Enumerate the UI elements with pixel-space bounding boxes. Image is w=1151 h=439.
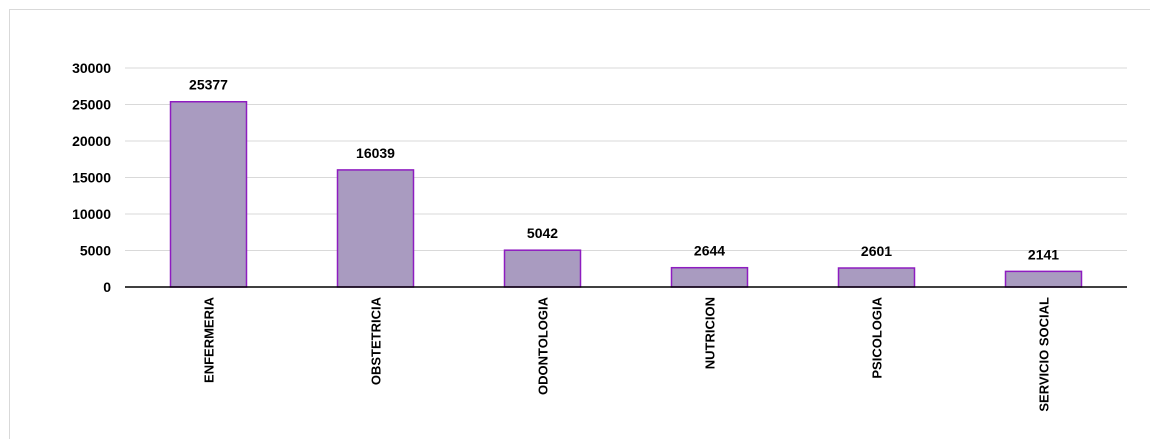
bar-obstetricia [336, 169, 415, 288]
bar-nutricion [670, 266, 749, 288]
y-tick-label: 5000 [80, 243, 111, 259]
y-tick-label: 0 [103, 279, 111, 295]
bar-odontologia [503, 249, 582, 288]
y-tick-label: 15000 [72, 170, 111, 186]
chart-frame [9, 9, 1150, 439]
x-tick-label: ODONTOLOGIA [536, 296, 551, 395]
data-label: 25377 [189, 77, 228, 93]
data-label: 2141 [1028, 246, 1059, 262]
y-tick-label: 30000 [72, 60, 111, 76]
bar-enfermeria [169, 100, 248, 288]
x-tick-label: ENFERMERIA [202, 296, 217, 383]
y-tick-label: 20000 [72, 133, 111, 149]
data-label: 2601 [861, 243, 892, 259]
x-tick-label: PSICOLOGIA [870, 296, 885, 378]
bar-psicologia [837, 267, 916, 288]
bar-chart: 0 5000 10000 15000 20000 25000 30000 25377 1603… [72, 60, 1127, 412]
bar-servicio-social [1004, 270, 1083, 288]
x-axis: ENFERMERIA OBSTETRICIA ODONTOLOGIA NUTRICIO… [125, 286, 1127, 412]
data-labels: 25377 16039 5042 2644 2601 2141 [189, 77, 1059, 263]
bars [169, 100, 1083, 288]
x-tick-label: SERVICIO SOCIAL [1037, 297, 1052, 412]
data-label: 16039 [356, 145, 395, 161]
y-tick-label: 25000 [72, 97, 111, 113]
data-label: 2644 [694, 243, 725, 259]
x-tick-label: OBSTETRICIA [369, 296, 384, 385]
x-tick-label: NUTRICION [703, 297, 718, 369]
y-tick-label: 10000 [72, 206, 111, 222]
data-label: 5042 [527, 225, 558, 241]
gridlines [125, 67, 1127, 251]
y-axis: 0 5000 10000 15000 20000 25000 30000 [72, 60, 111, 295]
